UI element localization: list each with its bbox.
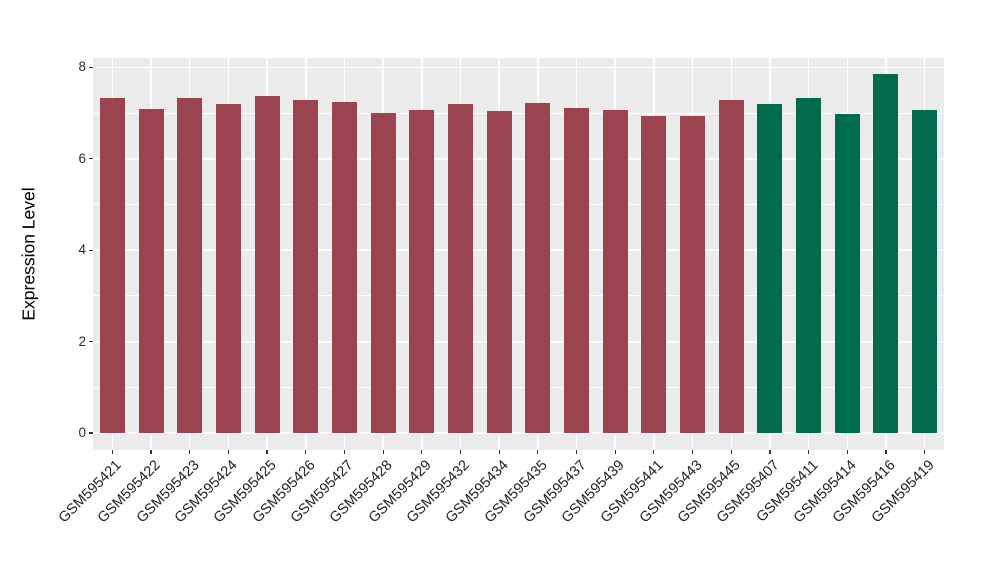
x-tick-mark	[769, 450, 771, 454]
x-tick-mark	[846, 450, 848, 454]
y-tick-label: 2	[78, 333, 86, 349]
y-tick-mark	[89, 66, 93, 69]
x-tick-mark	[111, 450, 113, 454]
x-tick-mark	[575, 450, 578, 454]
major-gridline	[93, 432, 944, 434]
y-tick-label: 6	[78, 150, 86, 166]
bar-GSM595422	[138, 109, 164, 433]
minor-gridline	[93, 204, 944, 206]
x-tick-mark	[924, 450, 926, 454]
bar-GSM595429	[409, 109, 435, 433]
y-tick-label: 0	[78, 424, 86, 440]
bar-GSM595419	[912, 110, 938, 433]
x-tick-mark	[305, 450, 307, 454]
bar-GSM595414	[834, 113, 860, 433]
x-tick-mark	[730, 450, 732, 454]
bar-GSM595445	[718, 99, 744, 433]
x-tick-mark	[266, 450, 268, 454]
bar-GSM595443	[680, 115, 706, 433]
x-tick-mark	[808, 450, 810, 454]
major-gridline	[93, 249, 944, 252]
major-gridline	[93, 340, 944, 343]
bar-GSM595441	[641, 115, 667, 433]
minor-gridline	[93, 295, 944, 297]
bar-GSM595424	[215, 104, 241, 433]
bar-GSM595428	[370, 112, 396, 433]
x-tick-mark	[227, 450, 229, 454]
plot-panel	[93, 58, 944, 450]
bar-GSM595426	[293, 99, 319, 433]
x-tick-mark	[150, 450, 152, 454]
x-tick-mark	[421, 450, 423, 454]
x-tick-mark	[382, 450, 384, 454]
x-tick-mark	[885, 450, 887, 454]
bar-GSM595411	[796, 98, 822, 433]
minor-gridline	[93, 112, 944, 114]
x-tick-mark	[614, 450, 616, 454]
bar-GSM595434	[486, 111, 512, 433]
x-tick-mark	[537, 450, 539, 454]
y-axis-title: Expression Level	[18, 187, 39, 321]
minor-gridline	[93, 386, 944, 388]
major-gridline	[93, 66, 944, 69]
y-tick-mark	[89, 249, 93, 251]
bar-GSM595435	[525, 103, 551, 433]
y-tick-mark	[89, 432, 93, 434]
bar-GSM595416	[873, 74, 899, 433]
bar-GSM595425	[254, 95, 280, 433]
x-tick-mark	[343, 450, 346, 454]
y-tick-mark	[89, 341, 93, 343]
bar-GSM595427	[331, 101, 357, 433]
y-tick-mark	[89, 158, 93, 160]
bar-GSM595421	[99, 98, 125, 433]
x-tick-mark	[691, 450, 694, 454]
x-tick-mark	[189, 450, 191, 454]
x-tick-mark	[498, 450, 500, 454]
major-gridline	[93, 157, 944, 160]
y-tick-label: 4	[78, 242, 86, 258]
bar-GSM595439	[602, 110, 628, 433]
bar-GSM595432	[447, 104, 473, 433]
y-tick-label: 8	[78, 59, 86, 75]
bar-GSM595423	[177, 98, 203, 433]
bar-GSM595407	[757, 104, 783, 433]
x-tick-mark	[459, 450, 462, 454]
bar-GSM595437	[564, 108, 590, 433]
x-tick-mark	[653, 450, 655, 454]
